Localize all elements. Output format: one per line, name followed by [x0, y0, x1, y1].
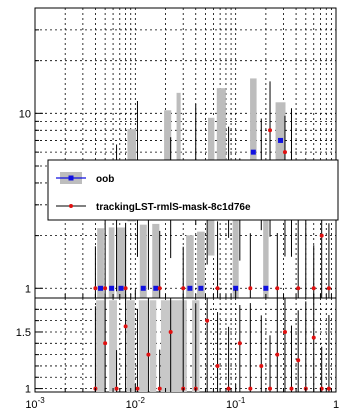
ratio-marker: [259, 363, 264, 368]
x-tick-exponent: -1: [238, 396, 246, 405]
tracking-marker: [319, 233, 324, 238]
ratio-marker: [275, 352, 280, 357]
tracking-marker: [181, 286, 186, 291]
oob-marker: [187, 285, 193, 291]
oob-error-band: [164, 110, 172, 205]
oob-marker: [98, 285, 104, 291]
ratio-marker: [215, 363, 220, 368]
x-tick-label: 1: [333, 399, 339, 411]
ratio-marker: [157, 386, 162, 391]
oob-error-band: [232, 220, 239, 298]
tracking-marker: [248, 286, 253, 291]
ratio-marker: [168, 329, 173, 334]
tracking-marker: [123, 286, 128, 291]
ratio-marker: [326, 386, 331, 391]
oob-marker: [118, 285, 124, 291]
ratio-error-band: [109, 300, 117, 392]
oob-error-band: [176, 92, 181, 219]
ratio-marker: [311, 335, 316, 340]
oob-error-band: [186, 235, 194, 298]
y-tick-label: 1.5: [16, 327, 31, 339]
ratio-error-band: [169, 300, 181, 392]
x-tick-exponent: -3: [38, 396, 46, 405]
tracking-marker: [215, 286, 220, 291]
tracking-marker: [296, 286, 301, 291]
ratio-error-band: [160, 300, 171, 392]
tracking-marker: [326, 286, 331, 291]
tracking-marker: [311, 286, 316, 291]
x-tick-exponent: -2: [138, 396, 146, 405]
tracking-marker: [157, 286, 162, 291]
ratio-marker: [268, 386, 273, 391]
tracking-marker: [275, 286, 280, 291]
tracking-marker: [103, 286, 108, 291]
ratio-marker: [123, 324, 128, 329]
oob-error-band: [108, 227, 115, 298]
ratio-error-band: [138, 300, 148, 392]
ratio-marker: [205, 318, 210, 323]
oob-marker: [198, 285, 204, 291]
ratio-marker: [146, 352, 151, 357]
ratio-marker: [296, 358, 301, 363]
ratio-marker: [114, 386, 119, 391]
ratio-marker: [289, 386, 294, 391]
oob-error-band: [275, 102, 286, 204]
oob-error-band: [116, 227, 126, 298]
ratio-marker: [282, 329, 287, 334]
oob-error-band: [263, 215, 269, 298]
oob-marker: [263, 285, 269, 291]
legend: oob trackingLST-rmlS-mask-8c1d76e: [47, 159, 339, 221]
legend-box: [47, 159, 339, 221]
legend-label-oob: oob: [96, 174, 114, 185]
legend-label-tracking: trackingLST-rmlS-mask-8c1d76e: [96, 202, 251, 213]
oob-error-band: [197, 231, 205, 298]
oob-marker: [278, 137, 284, 143]
ratio-error-band: [96, 300, 105, 392]
legend-oob-marker: [68, 175, 74, 181]
tracking-marker: [268, 128, 273, 133]
ratio-error-band: [149, 300, 157, 392]
oob-marker: [250, 149, 256, 155]
ratio-marker: [248, 386, 253, 391]
legend-tracking-marker: [69, 204, 73, 208]
tracking-marker: [93, 286, 98, 291]
ratio-marker: [226, 386, 231, 391]
oob-marker: [140, 285, 146, 291]
oob-marker: [109, 285, 115, 291]
oob-error-band: [250, 78, 257, 212]
oob-error-band: [97, 228, 104, 298]
y-tick-label: 1: [25, 384, 31, 396]
y-tick-label: 1: [25, 283, 31, 295]
y-tick-label: 10: [19, 108, 31, 120]
ratio-marker: [237, 341, 242, 346]
ratio-marker: [135, 386, 140, 391]
oob-marker: [233, 285, 239, 291]
ratio-error-band: [126, 300, 135, 392]
oob-error-band: [216, 88, 226, 214]
tracking-marker: [282, 150, 287, 155]
oob-error-band: [152, 223, 160, 298]
ratio-marker: [103, 341, 108, 346]
oob-error-band: [139, 224, 147, 298]
oob-marker: [153, 285, 159, 291]
